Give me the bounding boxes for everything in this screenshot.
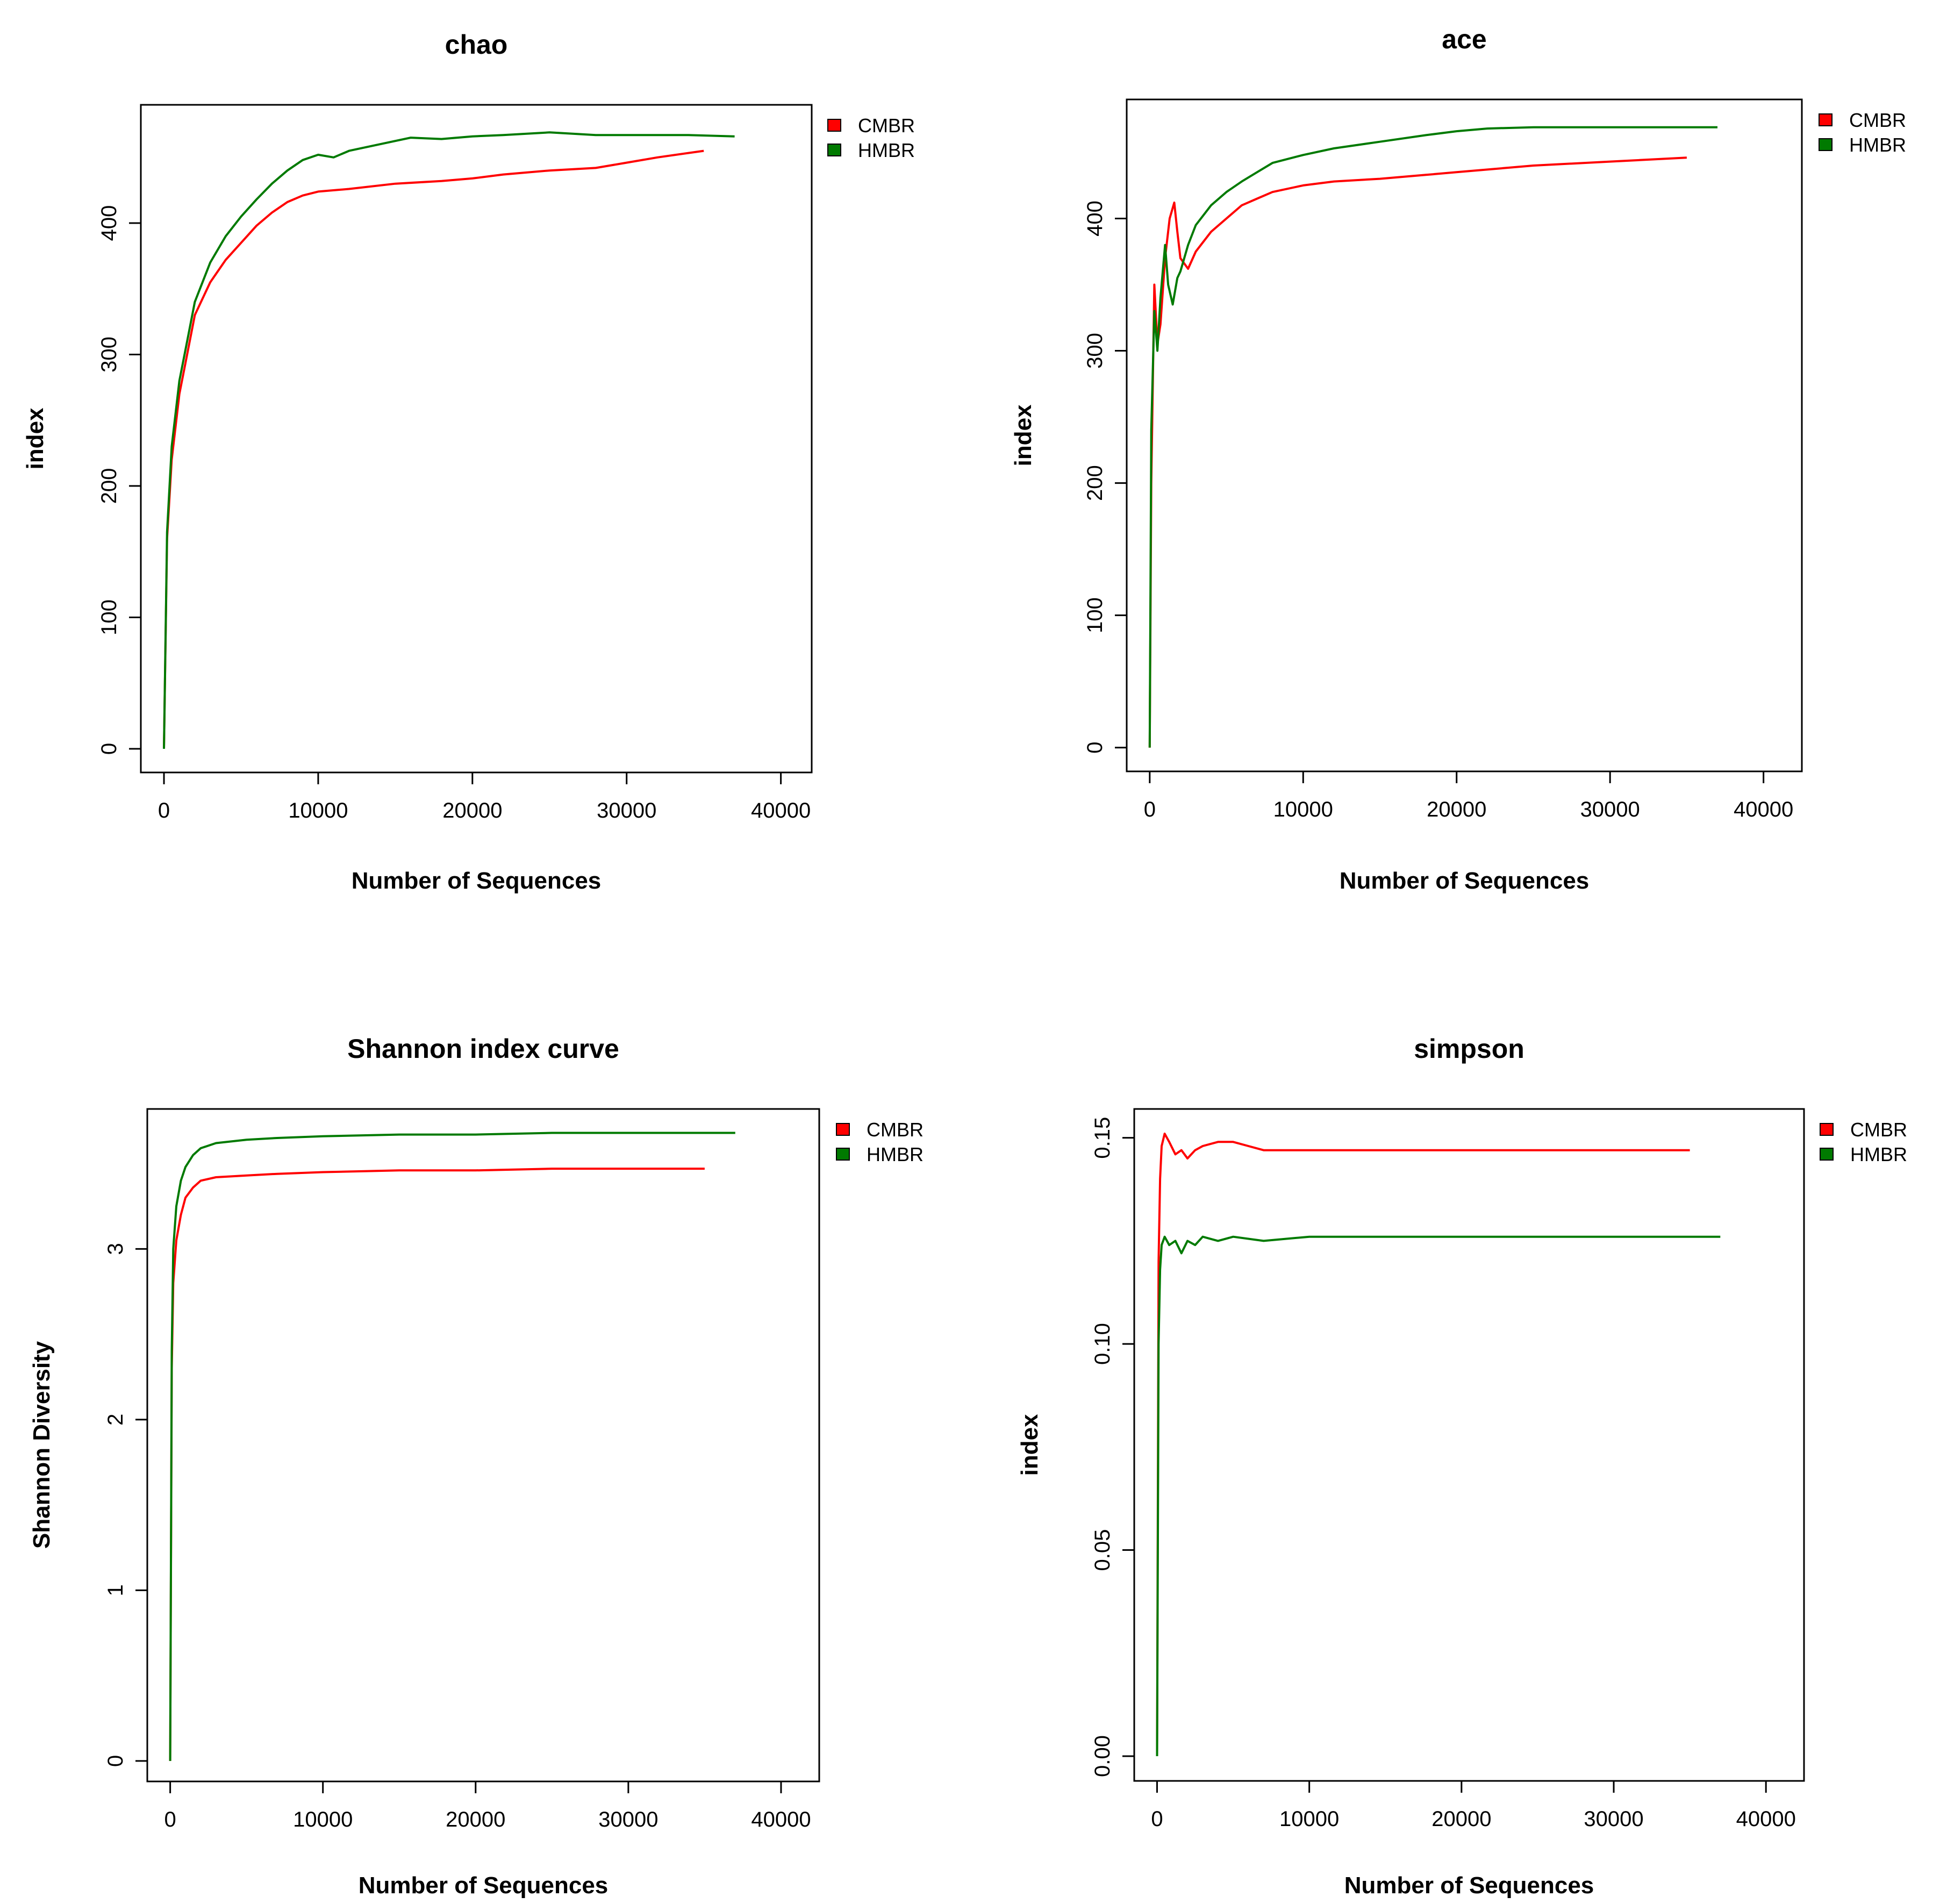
x-tick-label: 20000 [446, 1808, 505, 1831]
legend-swatch-cmbr [836, 1123, 850, 1136]
x-tick-label: 40000 [751, 799, 811, 822]
x-tick-label: 0 [1151, 1807, 1163, 1831]
y-axis: 0.00 0.05 0.10 0.15 [1091, 1117, 1135, 1777]
legend: CMBR HMBR [836, 1119, 924, 1165]
y-tick-label: 0.15 [1091, 1117, 1114, 1159]
legend-swatch-cmbr [1820, 1123, 1834, 1136]
series-line-cmbr [1148, 156, 1687, 748]
y-tick-label: 300 [1083, 333, 1107, 369]
legend-swatch-cmbr [827, 119, 841, 132]
y-tick-label: 0 [97, 743, 121, 755]
x-tick-label: 20000 [442, 799, 502, 822]
y-tick-label: 2 [104, 1414, 127, 1426]
series-line-hmbr [169, 1132, 735, 1761]
legend: CMBR HMBR [827, 114, 915, 161]
series-layer [169, 1132, 735, 1761]
x-tick-label: 40000 [1734, 798, 1793, 821]
y-tick-label: 0.05 [1091, 1529, 1114, 1571]
legend-swatch-hmbr [827, 144, 841, 156]
x-tick-label: 0 [1144, 798, 1156, 821]
x-tick-label: 30000 [598, 1808, 658, 1831]
x-tick-label: 10000 [293, 1808, 353, 1831]
series-layer [1156, 1133, 1721, 1757]
legend-label-hmbr: HMBR [867, 1143, 924, 1165]
legend: CMBR HMBR [1819, 109, 1906, 156]
x-tick-label: 0 [158, 799, 170, 822]
x-tick-label: 10000 [288, 799, 348, 822]
y-tick-label: 100 [97, 599, 121, 635]
x-tick-label: 0 [164, 1808, 176, 1831]
y-tick-label: 400 [1083, 201, 1107, 237]
series-line-hmbr [1156, 1235, 1721, 1757]
chart-title: simpson [1414, 1034, 1524, 1064]
x-axis-label: Number of Sequences [1344, 1872, 1594, 1899]
x-axis: 0 10000 20000 30000 40000 [1151, 1780, 1796, 1831]
chart-title: ace [1442, 24, 1486, 54]
y-axis: 0 100 200 300 400 [1083, 201, 1128, 754]
chart-shannon: Shannon index curve 0 10000 20000 30000 4000… [28, 1034, 924, 1899]
series-line-hmbr [1148, 126, 1717, 748]
series-line-hmbr [163, 131, 735, 749]
chart-simpson: simpson 0 10000 20000 30000 40000 0.000.050.… [1017, 1034, 1907, 1899]
x-tick-label: 20000 [1431, 1807, 1491, 1831]
y-axis: 0 1 2 3 [104, 1243, 148, 1767]
y-axis-label: index [22, 407, 48, 469]
y-axis: 0 100 200 300 400 [97, 205, 142, 755]
x-tick-label: 10000 [1279, 1807, 1339, 1831]
legend-swatch-hmbr [1820, 1148, 1834, 1161]
x-tick-label: 30000 [597, 799, 656, 822]
chart-chao: chao 0 10000 20000 30000 40000 0 100 200 300 400… [22, 30, 915, 894]
y-axis-label: index [1017, 1414, 1043, 1476]
y-tick-label: 200 [97, 468, 121, 504]
x-tick-label: 30000 [1580, 798, 1640, 821]
y-tick-label: 300 [97, 337, 121, 373]
series-layer [163, 131, 735, 749]
legend-label-cmbr: CMBR [1849, 109, 1906, 131]
y-tick-label: 0 [104, 1755, 127, 1767]
y-tick-label: 3 [104, 1243, 127, 1255]
x-axis-label: Number of Sequences [359, 1872, 609, 1899]
legend-label-cmbr: CMBR [867, 1119, 924, 1141]
series-line-cmbr [169, 1168, 705, 1761]
x-axis-label: Number of Sequences [1340, 868, 1590, 894]
legend-label-hmbr: HMBR [858, 139, 915, 161]
legend-swatch-hmbr [1819, 138, 1833, 151]
chart-ace: ace 0 10000 20000 30000 40000 0100200300400 … [1010, 24, 1906, 894]
x-axis: 0 10000 20000 30000 40000 [158, 771, 811, 822]
legend-label-hmbr: HMBR [1850, 1143, 1907, 1165]
y-tick-label: 0.10 [1091, 1323, 1114, 1365]
legend: CMBR HMBR [1820, 1119, 1907, 1165]
x-tick-label: 40000 [1736, 1807, 1796, 1831]
y-tick-label: 200 [1083, 465, 1107, 501]
series-layer [1148, 126, 1717, 748]
legend-label-cmbr: CMBR [858, 114, 915, 137]
x-axis: 0 10000 20000 30000 40000 [1144, 770, 1793, 821]
y-tick-label: 400 [97, 205, 121, 241]
y-axis-label: index [1010, 404, 1036, 466]
y-tick-label: 0 [1083, 742, 1107, 754]
y-tick-label: 1 [104, 1584, 127, 1596]
chart-title: Shannon index curve [347, 1034, 619, 1064]
y-tick-label: 0.00 [1091, 1735, 1114, 1777]
y-tick-label: 100 [1083, 597, 1107, 633]
legend-swatch-hmbr [836, 1148, 850, 1161]
x-tick-label: 30000 [1584, 1807, 1643, 1831]
legend-swatch-cmbr [1819, 113, 1833, 126]
legend-label-hmbr: HMBR [1849, 134, 1906, 156]
series-line-cmbr [163, 149, 704, 749]
x-tick-label: 20000 [1427, 798, 1486, 821]
y-axis-label: Shannon Diversity [28, 1341, 55, 1549]
x-tick-label: 10000 [1273, 798, 1333, 821]
chart-title: chao [445, 30, 508, 60]
x-axis: 0 10000 20000 30000 40000 [164, 1780, 811, 1831]
x-tick-label: 40000 [751, 1808, 811, 1831]
legend-label-cmbr: CMBR [1850, 1119, 1907, 1141]
x-axis-label: Number of Sequences [352, 868, 602, 894]
series-line-cmbr [1156, 1133, 1690, 1757]
